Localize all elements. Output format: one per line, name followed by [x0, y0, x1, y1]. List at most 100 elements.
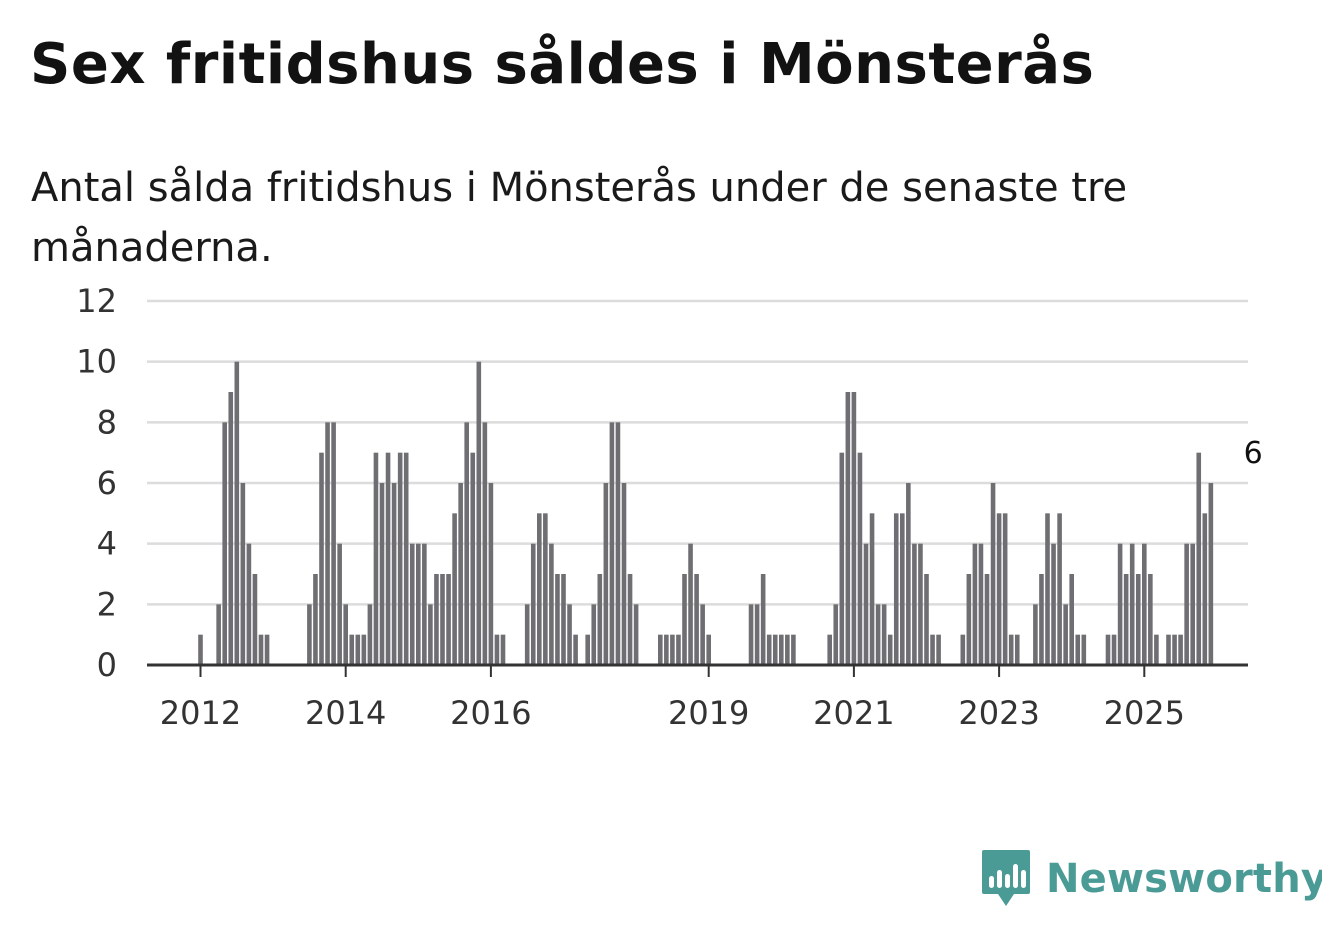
- bar: [833, 604, 839, 665]
- bar: [1208, 483, 1214, 665]
- bar: [694, 574, 699, 665]
- bar: [307, 604, 312, 665]
- bar: [337, 543, 342, 665]
- bar: [488, 483, 494, 665]
- bar: [1002, 513, 1008, 665]
- bar: [881, 604, 887, 665]
- bar: [827, 634, 832, 665]
- bar: [325, 422, 330, 665]
- chart-title: Sex fritidshus såldes i Mönsterås: [30, 32, 1095, 97]
- y-tick-label: 8: [97, 403, 117, 441]
- bar: [1014, 634, 1020, 665]
- bar: [313, 574, 318, 665]
- x-tick-label: 2014: [305, 694, 386, 732]
- bar: [591, 604, 597, 665]
- y-tick-label: 10: [76, 343, 117, 381]
- bar: [863, 543, 869, 665]
- bar: [391, 483, 397, 665]
- bar: [1069, 574, 1074, 665]
- bar: [246, 543, 252, 665]
- x-tick-label: 2012: [160, 694, 241, 732]
- newsworthy-logo-icon: [982, 850, 1030, 906]
- bar: [440, 574, 445, 665]
- bar: [996, 513, 1002, 665]
- bar: [198, 634, 203, 665]
- bar: [573, 634, 578, 665]
- bar: [779, 634, 784, 665]
- newsworthy-logo-text: Newsworthy: [1046, 856, 1322, 902]
- bar: [633, 604, 639, 665]
- y-tick-label: 2: [97, 585, 117, 623]
- bar: [228, 392, 234, 665]
- bar: [984, 574, 990, 665]
- bar: [1142, 543, 1147, 665]
- bar: [766, 634, 772, 665]
- labels: 0 2 4 6 8 10 12 2012 2014 2016 2019 2021 2023 2025 6: [76, 282, 1262, 732]
- bar: [1178, 634, 1183, 665]
- bar: [476, 361, 482, 665]
- bar: [464, 422, 469, 665]
- bar: [343, 604, 348, 665]
- bar: [1063, 604, 1068, 665]
- bar: [869, 513, 875, 665]
- bar: [658, 634, 663, 665]
- bar: [1129, 543, 1135, 665]
- bar: [549, 543, 554, 665]
- bar: [331, 422, 336, 665]
- bar: [857, 452, 863, 665]
- bar: [349, 634, 355, 665]
- bar: [470, 452, 476, 665]
- bar: [918, 543, 923, 665]
- bar: [319, 452, 324, 665]
- y-tick-label: 0: [97, 646, 117, 684]
- bar: [422, 543, 427, 665]
- bar: [222, 422, 227, 665]
- bar: [597, 574, 603, 665]
- bar: [252, 574, 258, 665]
- bar: [664, 634, 669, 665]
- x-tick-label: 2016: [450, 694, 531, 732]
- bar: [216, 604, 221, 665]
- bar: [845, 392, 851, 665]
- bar: [1075, 634, 1081, 665]
- bar: [791, 634, 796, 665]
- bar: [458, 483, 463, 665]
- bar: [482, 422, 488, 665]
- bar: [494, 634, 500, 665]
- bar: [1148, 574, 1153, 665]
- bar: [754, 604, 760, 665]
- bar: [1184, 543, 1189, 665]
- highlight-value-label: 6: [1244, 436, 1263, 471]
- bar: [385, 452, 391, 665]
- bar: [264, 634, 270, 665]
- bar: [609, 422, 615, 665]
- bar: [1057, 513, 1062, 665]
- bar: [670, 634, 675, 665]
- bar: [772, 634, 778, 665]
- bar: [530, 543, 536, 665]
- bar: [1166, 634, 1171, 665]
- bar: [373, 452, 379, 665]
- bar: [258, 634, 264, 665]
- y-tick-label: 12: [76, 282, 117, 320]
- y-tick-label: 6: [97, 464, 117, 502]
- y-tick-label: 4: [97, 525, 117, 563]
- bar: [361, 634, 367, 665]
- bar: [379, 483, 385, 665]
- bar: [397, 452, 403, 665]
- newsworthy-logo: Newsworthy: [980, 848, 1322, 910]
- bar: [367, 604, 373, 665]
- x-tick-label: 2025: [1104, 694, 1185, 732]
- bar: [748, 604, 754, 665]
- gridlines: [147, 299, 1248, 606]
- bar: [428, 604, 433, 665]
- bar: [434, 574, 439, 665]
- bar: [960, 634, 966, 665]
- x-tick-label: 2019: [668, 694, 749, 732]
- bar: [1039, 574, 1044, 665]
- bar: [452, 513, 457, 665]
- bar: [621, 483, 627, 665]
- bar: [355, 634, 361, 665]
- bar: [234, 361, 240, 665]
